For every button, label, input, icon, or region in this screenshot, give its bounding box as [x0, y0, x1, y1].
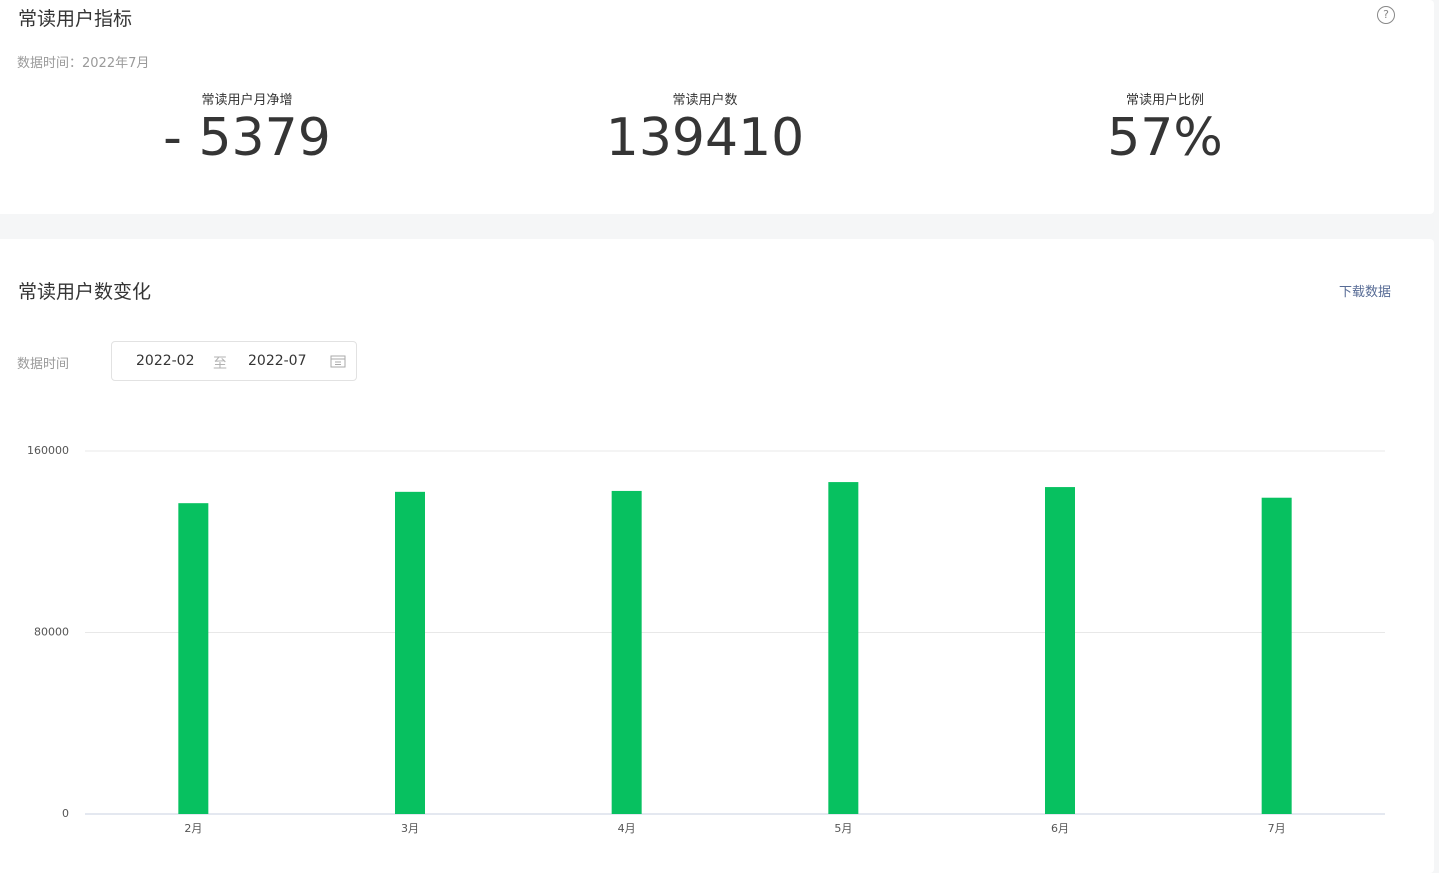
date-label: 数据时间 — [17, 357, 70, 372]
x-tick-label: 7月 — [1268, 822, 1286, 835]
x-tick-label: 6月 — [1051, 822, 1069, 835]
bar — [178, 503, 209, 814]
metric-label: 常读用户数 — [672, 93, 738, 108]
y-tick-label: 160000 — [27, 444, 69, 457]
download-link[interactable]: 下载数据 — [1339, 285, 1392, 300]
bar — [395, 491, 425, 814]
bar — [1261, 497, 1292, 814]
x-tick-label: 3月 — [401, 822, 419, 835]
y-tick-label: 0 — [62, 807, 69, 820]
section-title: 常读用户数变化 — [18, 281, 152, 303]
bar — [1045, 487, 1075, 814]
metrics-card: 常读用户指标 ? 数据时间：2022年7月 常读用户月净增 - 5379 常读用… — [0, 0, 1434, 214]
metric-value: - 5379 — [163, 108, 331, 168]
chart: 0 80000 160000 2月 3月 4月 5月 6月 7月 — [27, 444, 1385, 835]
help-icon[interactable]: ? — [1377, 6, 1395, 24]
date-end[interactable]: 2022-07 — [248, 353, 307, 369]
metric-label: 常读用户比例 — [1125, 93, 1205, 108]
data-time: 数据时间：2022年7月 — [17, 56, 150, 71]
bar — [611, 490, 642, 814]
bar — [828, 482, 859, 814]
metric-value: 57% — [1107, 108, 1223, 168]
date-range-picker[interactable]: 2022-02 至 2022-07 — [111, 341, 357, 381]
y-tick-label: 80000 — [34, 626, 69, 639]
date-start[interactable]: 2022-02 — [136, 353, 195, 369]
metric-value: 139410 — [605, 108, 805, 168]
x-tick-label: 4月 — [618, 822, 636, 835]
metric-label: 常读用户月净增 — [201, 93, 293, 108]
calendar-icon — [330, 355, 346, 368]
date-separator: 至 — [213, 356, 227, 372]
x-tick-label: 2月 — [184, 822, 202, 835]
x-tick-label: 5月 — [834, 822, 852, 835]
card-title: 常读用户指标 — [18, 8, 133, 30]
